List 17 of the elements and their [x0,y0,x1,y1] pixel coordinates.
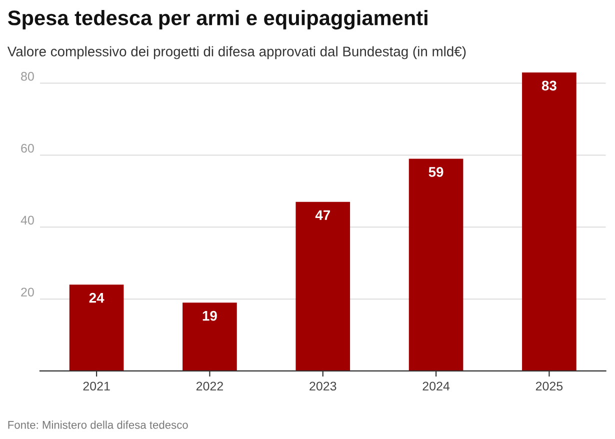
x-tick-label: 2023 [310,382,336,391]
y-tick-label: 40 [20,216,34,225]
y-tick-label: 60 [21,144,34,153]
chart-title: Spesa tedesca per armi e equipaggiamenti [8,10,428,30]
y-tick-label: 20 [21,288,34,297]
data-label: 24 [89,292,104,303]
data-label: 47 [315,210,330,220]
data-label: 59 [428,167,444,177]
source-note: Fonte: Ministero della difesa tedesco [8,420,188,429]
data-label: 83 [542,80,556,91]
chart-subtitle: Valore complessivo dei progetti di difesa approvati dal Bundestag (in mld€) [7,46,466,60]
data-label: 19 [202,310,217,321]
x-tick-label: 2025 [536,382,563,391]
x-tick-label: 2021 [83,382,110,391]
y-tick-label: 80 [21,72,34,81]
x-tick-label: 2022 [196,382,223,391]
x-tick-label: 2024 [422,382,450,391]
